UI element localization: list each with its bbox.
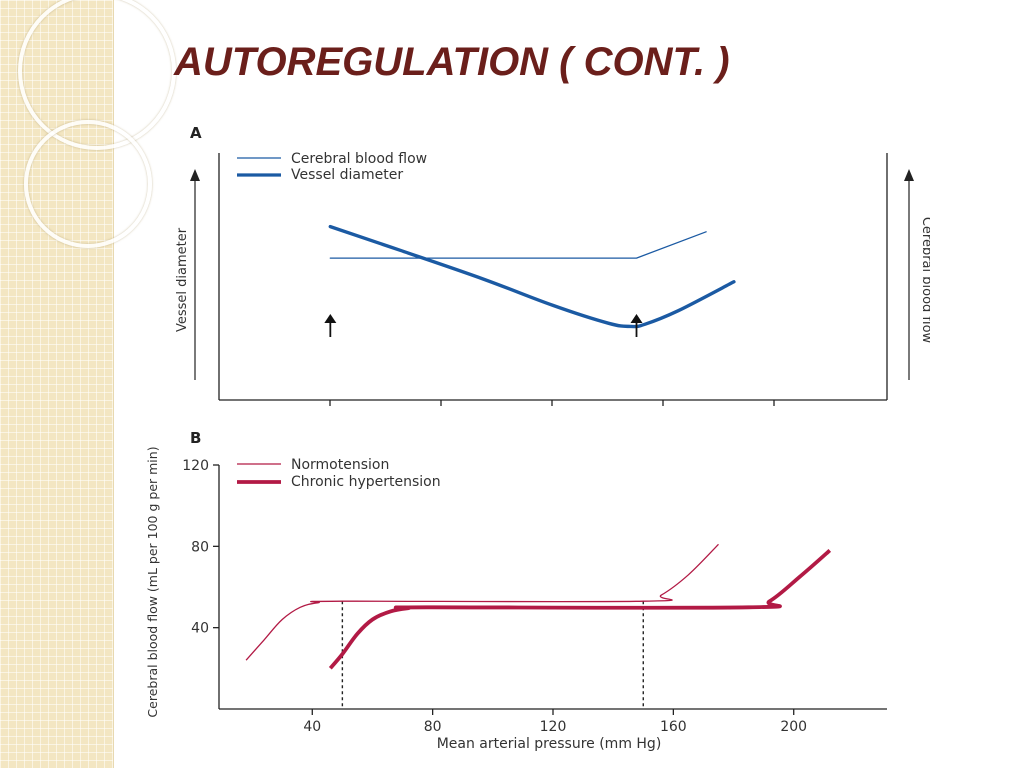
panel-a: A Vessel diameter Cerebral blood flow Ce…: [175, 124, 930, 406]
panel-a-series-vessel-diameter-line: [328, 224, 736, 329]
panel-b-x-tick-label: 200: [780, 719, 807, 735]
panel-a-plot: [324, 224, 736, 337]
legend-label-cerebral-blood-flow: Cerebral blood flow: [291, 151, 427, 167]
panel-b-x-tick-label: 120: [540, 719, 567, 735]
panel-b-x-tick-label: 80: [424, 719, 442, 735]
panel-a-series-cerebral-blood-flow-line: [329, 231, 707, 259]
legend-label-chronic-hypertension: Chronic hypertension: [291, 474, 441, 490]
panel-b-x-tick-label: 40: [303, 719, 321, 735]
panel-b-label: B: [190, 429, 201, 447]
panel-b-y-axis-label: Cerebral blood flow (mL per 100 g per mi…: [145, 446, 160, 717]
panel-b-y-tick-label: 120: [182, 458, 209, 474]
up-arrow-icon: [630, 314, 643, 323]
panel-a-label: A: [190, 124, 202, 142]
panel-b-x-axis-label: Mean arterial pressure (mm Hg): [437, 736, 662, 752]
up-arrow-icon: [904, 169, 914, 181]
up-arrow-icon: [324, 314, 337, 323]
panel-a-ticks: [329, 400, 775, 406]
legend-label-normotension: Normotension: [291, 457, 389, 473]
panel-b-y-tick-label: 80: [191, 539, 209, 555]
panel-b-plot: [245, 543, 832, 709]
panel-a-left-axis-label: Vessel diameter: [175, 227, 190, 332]
panel-b-x-tick-label: 160: [660, 719, 687, 735]
up-arrow-icon: [190, 169, 200, 181]
panel-b-series-normotension-line: [245, 543, 719, 661]
panel-b-series-chronic-hypertension-line: [328, 548, 832, 670]
autoregulation-figure: A Vessel diameter Cerebral blood flow Ce…: [145, 124, 930, 752]
panel-a-right-axis-label: Cerebral blood flow: [919, 217, 930, 344]
decorative-ring-bottom: [24, 120, 152, 248]
legend-label-vessel-diameter: Vessel diameter: [291, 167, 403, 183]
panel-b-y-tick-label: 40: [191, 621, 209, 637]
panel-b-ticks: 40 80 120 160 200 40 80 120: [182, 458, 807, 735]
panel-b: B Cerebral blood flow (mL per 100 g per …: [145, 429, 887, 752]
slide-title: AUTOREGULATION ( CONT. ): [174, 40, 730, 84]
